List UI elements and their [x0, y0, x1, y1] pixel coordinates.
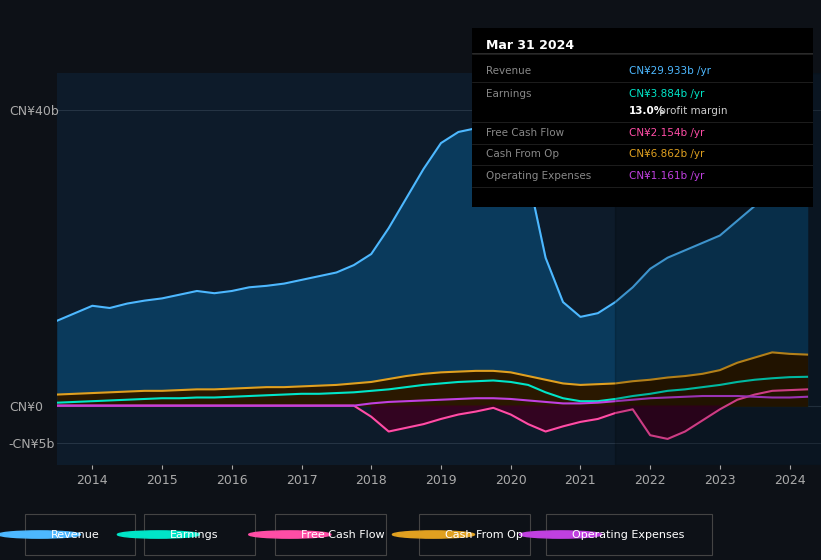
Text: Operating Expenses: Operating Expenses: [572, 530, 685, 539]
Circle shape: [117, 531, 200, 538]
Text: CN¥3.884b /yr: CN¥3.884b /yr: [629, 89, 704, 99]
Text: Mar 31 2024: Mar 31 2024: [486, 39, 574, 52]
Text: Revenue: Revenue: [486, 66, 531, 76]
Bar: [615, 73, 821, 465]
Circle shape: [0, 531, 80, 538]
Text: Operating Expenses: Operating Expenses: [486, 171, 591, 181]
Text: Earnings: Earnings: [486, 89, 531, 99]
Text: Cash From Op: Cash From Op: [445, 530, 523, 539]
Circle shape: [520, 531, 602, 538]
Text: Cash From Op: Cash From Op: [486, 150, 559, 160]
Text: Free Cash Flow: Free Cash Flow: [486, 128, 564, 138]
Text: CN¥2.154b /yr: CN¥2.154b /yr: [629, 128, 704, 138]
Text: Revenue: Revenue: [51, 530, 99, 539]
Text: Earnings: Earnings: [170, 530, 218, 539]
Text: profit margin: profit margin: [656, 106, 727, 116]
Text: CN¥6.862b /yr: CN¥6.862b /yr: [629, 150, 704, 160]
Text: CN¥29.933b /yr: CN¥29.933b /yr: [629, 66, 711, 76]
Circle shape: [249, 531, 331, 538]
Circle shape: [392, 531, 475, 538]
Text: CN¥1.161b /yr: CN¥1.161b /yr: [629, 171, 704, 181]
Text: 13.0%: 13.0%: [629, 106, 665, 116]
Text: Free Cash Flow: Free Cash Flow: [301, 530, 385, 539]
